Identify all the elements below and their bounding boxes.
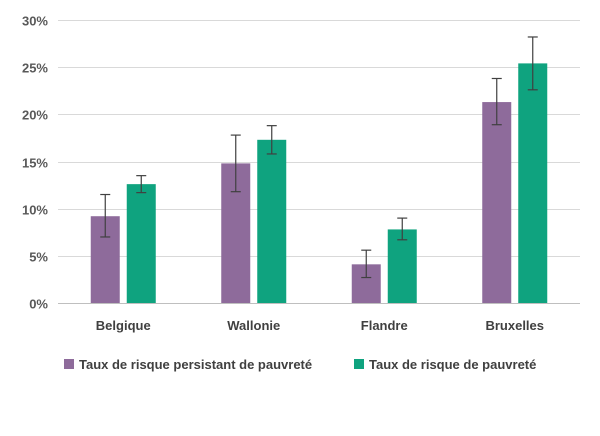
x-category-label: Wallonie bbox=[227, 318, 280, 333]
y-axis-tick-labels: 0% 5% 10% 15% 20% 25% 30% bbox=[22, 14, 48, 312]
bar-flandre-series-2 bbox=[387, 229, 417, 303]
y-tick-label: 5% bbox=[29, 250, 48, 265]
x-category-label: Flandre bbox=[361, 318, 408, 333]
error-bar bbox=[230, 134, 241, 193]
legend-swatch-series-2 bbox=[354, 359, 364, 369]
bar-wallonie-series-2 bbox=[257, 139, 287, 303]
error-bar bbox=[361, 249, 372, 279]
x-category-label: Bruxelles bbox=[485, 318, 544, 333]
y-tick-label: 10% bbox=[22, 203, 48, 218]
legend: Taux de risque persistant de pauvreté Tau… bbox=[64, 357, 536, 372]
x-category-label: Belgique bbox=[96, 318, 151, 333]
error-bar bbox=[397, 217, 408, 241]
legend-label-series-1: Taux de risque persistant de pauvreté bbox=[79, 357, 312, 372]
error-bars bbox=[100, 36, 538, 279]
bars bbox=[90, 63, 548, 303]
y-tick-label: 0% bbox=[29, 297, 48, 312]
bar-bruxelles-series-2 bbox=[518, 63, 548, 303]
y-tick-label: 25% bbox=[22, 61, 48, 76]
error-bar bbox=[100, 193, 111, 238]
y-tick-label: 30% bbox=[22, 14, 48, 29]
error-bar bbox=[266, 125, 277, 155]
error-bar bbox=[527, 36, 538, 91]
error-bar bbox=[136, 175, 147, 194]
y-tick-label: 20% bbox=[22, 108, 48, 123]
legend-label-series-2: Taux de risque de pauvreté bbox=[369, 357, 536, 372]
legend-swatch-series-1 bbox=[64, 359, 74, 369]
bar-bruxelles-series-1 bbox=[482, 102, 512, 303]
y-tick-label: 15% bbox=[22, 156, 48, 171]
error-bar bbox=[491, 77, 502, 126]
bar-belgique-series-2 bbox=[126, 184, 156, 303]
x-axis-category-labels: Belgique Wallonie Flandre Bruxelles bbox=[96, 318, 544, 333]
